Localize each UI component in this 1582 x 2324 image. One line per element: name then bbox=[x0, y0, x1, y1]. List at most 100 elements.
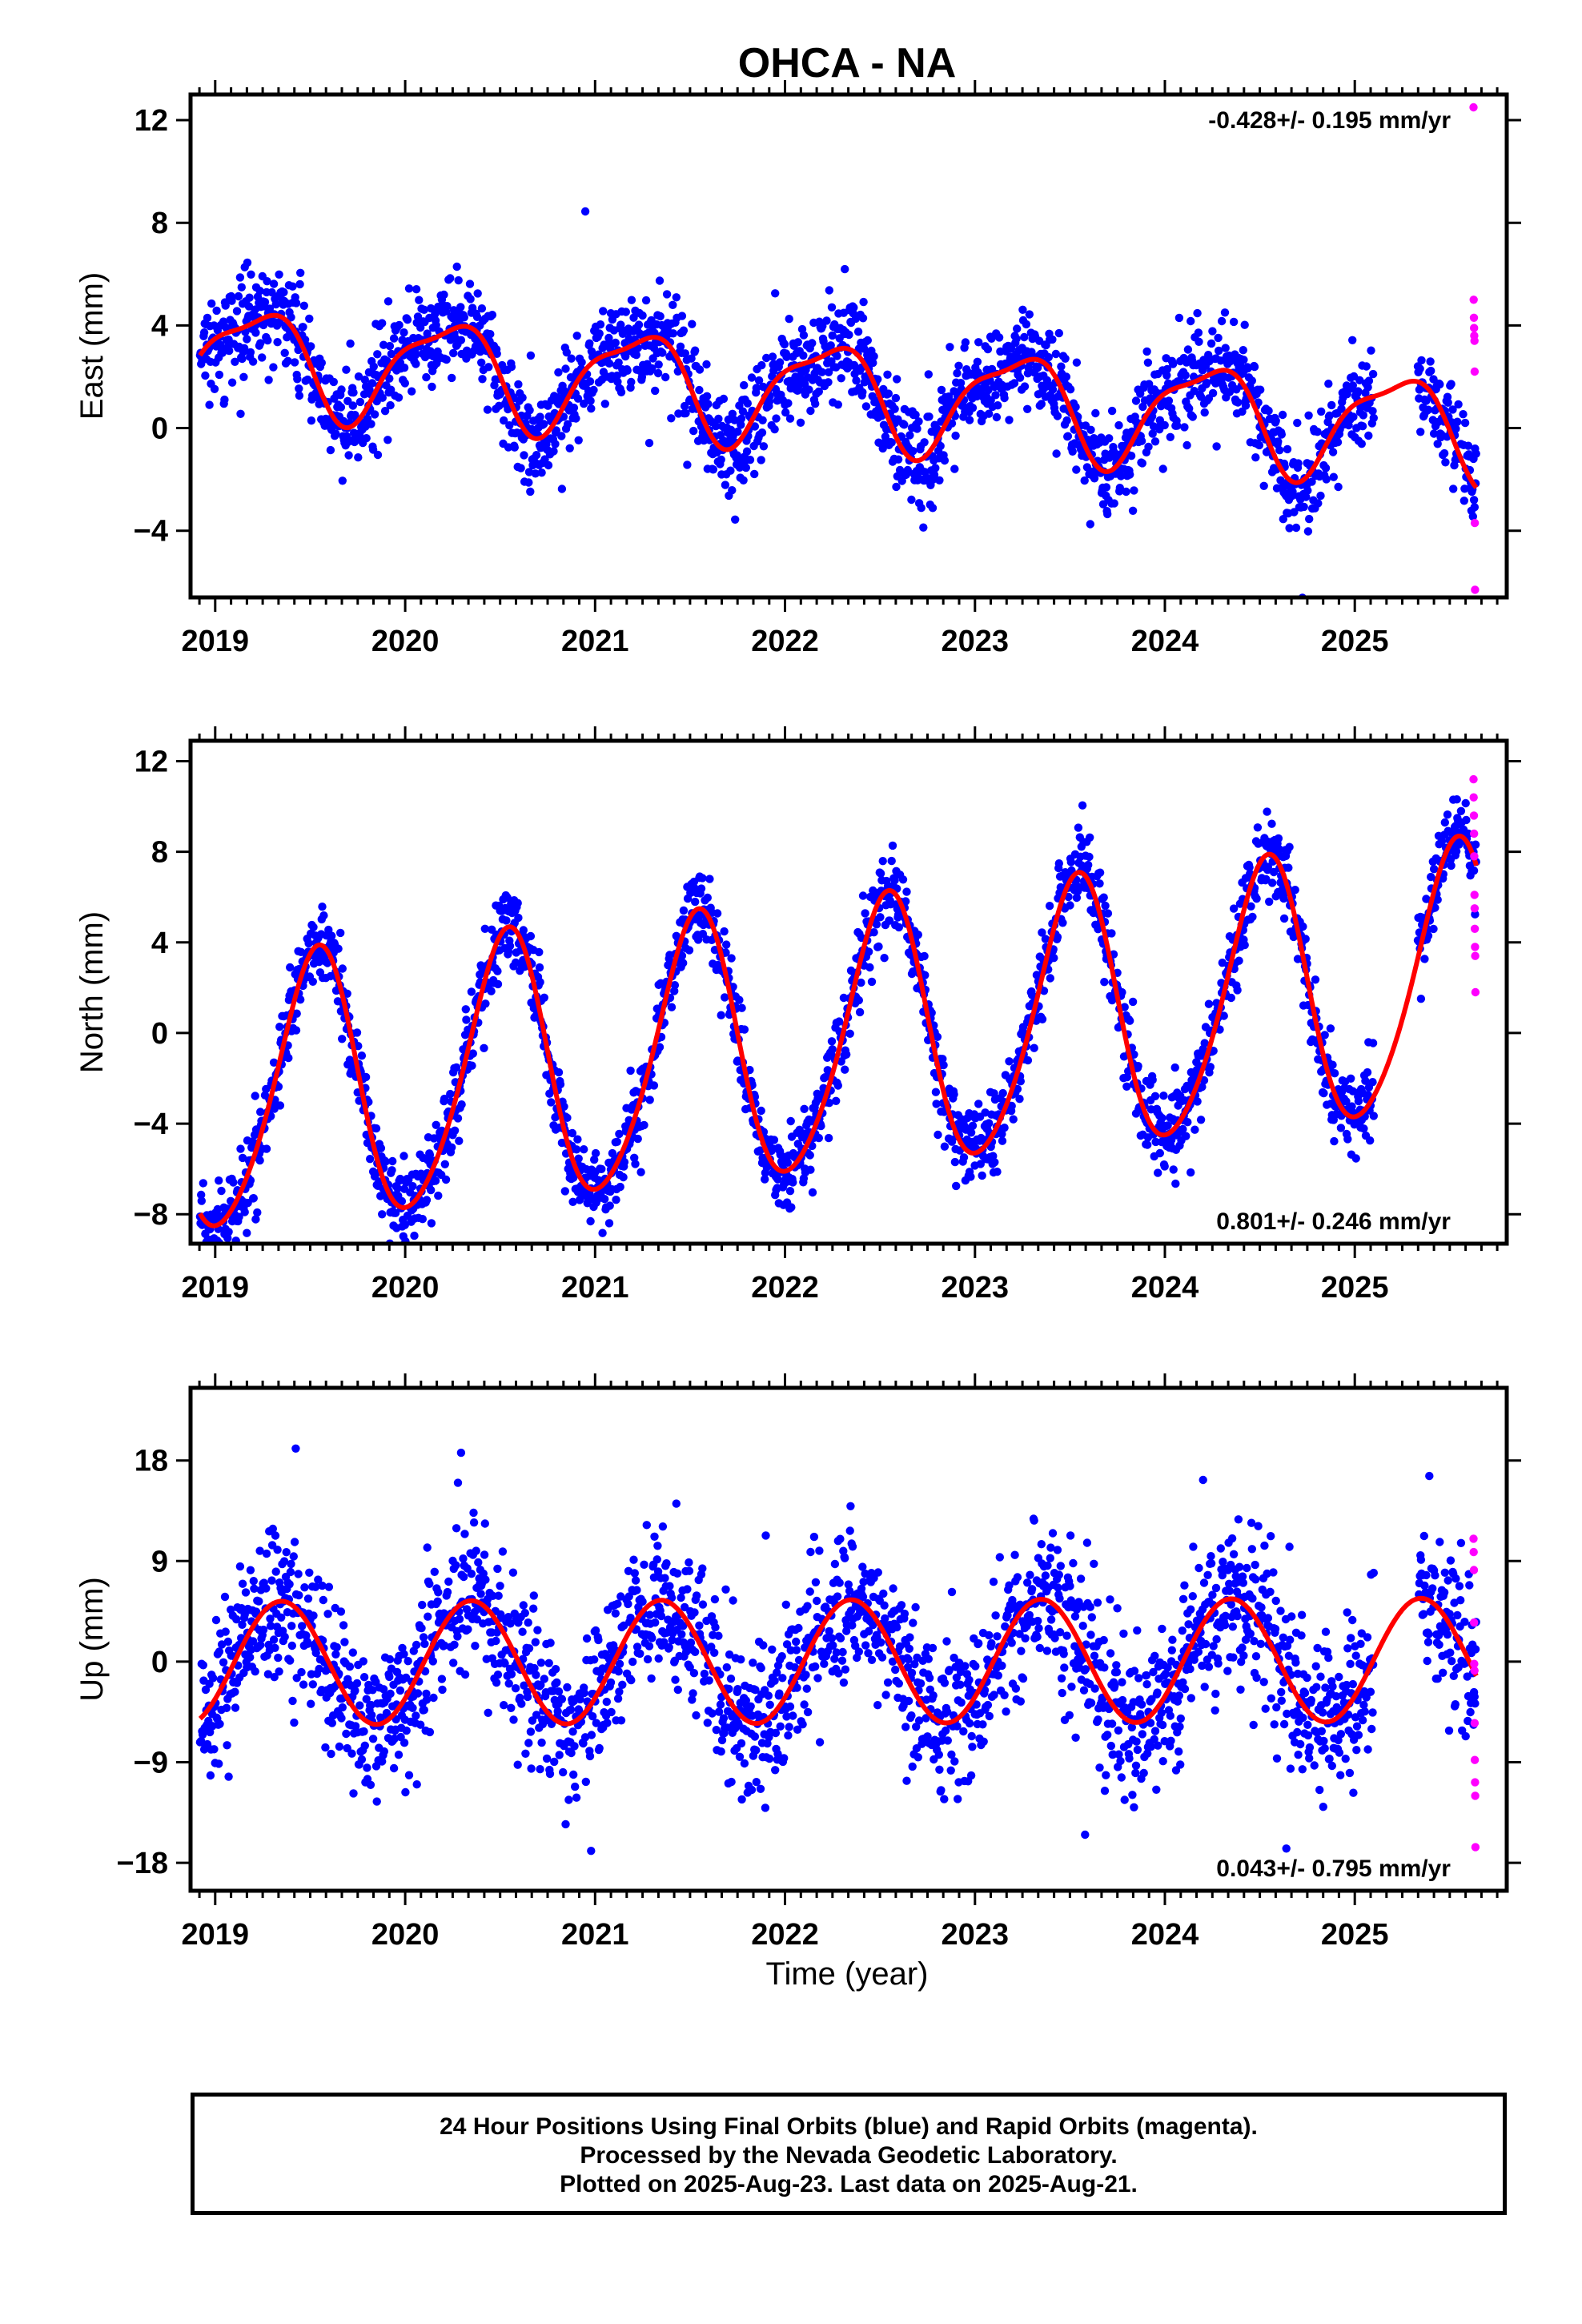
final-orbit-point bbox=[785, 414, 795, 423]
final-orbit-point bbox=[869, 928, 878, 937]
final-orbit-point bbox=[467, 987, 476, 996]
final-orbit-point bbox=[477, 358, 486, 367]
final-orbit-point bbox=[1285, 842, 1294, 851]
final-orbit-point bbox=[827, 1037, 837, 1046]
final-orbit-point bbox=[1368, 1078, 1377, 1087]
final-orbit-point bbox=[769, 1136, 779, 1144]
final-orbit-point bbox=[275, 270, 283, 279]
final-orbit-point bbox=[572, 1145, 581, 1154]
final-orbit-point bbox=[288, 282, 297, 291]
rapid-orbit-point bbox=[1470, 904, 1480, 913]
final-orbit-point bbox=[1359, 1124, 1368, 1133]
final-orbit-point bbox=[246, 348, 255, 357]
x-tick-label: 2023 bbox=[942, 625, 1010, 658]
final-orbit-point bbox=[747, 373, 757, 382]
final-orbit-point bbox=[370, 410, 379, 419]
final-orbit-point bbox=[440, 1160, 449, 1169]
final-orbit-point bbox=[1009, 1115, 1018, 1124]
final-orbit-point bbox=[590, 1155, 599, 1164]
final-orbit-point bbox=[924, 370, 934, 379]
final-orbit-point bbox=[983, 344, 993, 354]
final-orbit-point bbox=[507, 362, 516, 372]
final-orbit-point bbox=[981, 1108, 990, 1117]
final-orbit-point bbox=[1366, 1136, 1375, 1145]
final-orbit-point bbox=[616, 388, 626, 396]
final-orbit-point bbox=[811, 400, 820, 408]
final-orbit-point bbox=[1351, 1154, 1360, 1163]
final-orbit-point bbox=[1357, 440, 1367, 448]
final-orbit-point bbox=[1039, 987, 1049, 995]
final-orbit-point bbox=[449, 348, 458, 358]
final-orbit-point bbox=[411, 351, 420, 360]
final-orbit-point bbox=[275, 1667, 283, 1676]
final-orbit-point bbox=[721, 948, 730, 957]
final-orbit-point bbox=[574, 1154, 583, 1164]
final-orbit-point bbox=[232, 307, 242, 316]
final-orbit-point bbox=[990, 1158, 999, 1167]
x-tick-label: 2024 bbox=[1131, 1271, 1199, 1305]
final-orbit-point bbox=[1293, 418, 1302, 428]
final-orbit-point bbox=[911, 410, 920, 420]
final-orbit-point bbox=[799, 351, 808, 360]
final-orbit-point bbox=[348, 401, 357, 410]
final-orbit-point bbox=[400, 1152, 408, 1160]
final-orbit-point bbox=[244, 302, 254, 311]
final-orbit-point bbox=[262, 1084, 271, 1094]
final-orbit-point bbox=[227, 296, 236, 305]
final-orbit-point bbox=[495, 401, 504, 410]
east-panel: 2019 2020 2021 2022 2023 2024 2025−404812East … bbox=[74, 80, 1521, 658]
final-orbit-point bbox=[1368, 369, 1378, 379]
final-orbit-point bbox=[1275, 845, 1283, 854]
final-orbit-point bbox=[832, 1096, 841, 1106]
final-orbit-point bbox=[1052, 449, 1061, 458]
final-orbit-point bbox=[845, 330, 853, 340]
final-orbit-point bbox=[389, 334, 399, 343]
final-orbit-point bbox=[487, 987, 496, 995]
final-orbit-point bbox=[1038, 1015, 1047, 1024]
final-orbit-point bbox=[1102, 483, 1111, 492]
final-orbit-point bbox=[1276, 476, 1285, 485]
final-orbit-point bbox=[757, 360, 766, 370]
final-orbit-point bbox=[223, 1741, 231, 1750]
final-orbit-point bbox=[1263, 807, 1271, 816]
final-orbit-point bbox=[691, 346, 700, 355]
final-orbit-point bbox=[998, 1129, 1006, 1139]
final-orbit-point bbox=[1251, 453, 1260, 462]
final-orbit-point bbox=[1437, 837, 1447, 846]
final-orbit-point bbox=[1195, 337, 1203, 346]
north-panel: 2019 2020 2021 2022 2023 2024 2025−8−404812Nor… bbox=[74, 726, 1521, 1305]
final-orbit-point bbox=[551, 440, 560, 448]
final-orbit-point bbox=[974, 338, 983, 347]
final-orbit-point bbox=[759, 442, 769, 451]
final-orbit-point bbox=[1359, 411, 1368, 420]
final-orbit-point bbox=[761, 1175, 769, 1184]
final-orbit-point bbox=[291, 1444, 300, 1454]
final-orbit-point bbox=[900, 420, 909, 429]
final-orbit-point bbox=[966, 1128, 976, 1137]
final-orbit-point bbox=[446, 1089, 455, 1099]
final-orbit-point bbox=[951, 431, 960, 440]
final-orbit-point bbox=[717, 1011, 725, 1019]
final-orbit-point bbox=[221, 301, 230, 310]
final-orbit-point bbox=[573, 1135, 582, 1144]
final-orbit-point bbox=[1054, 859, 1064, 868]
final-orbit-point bbox=[1262, 875, 1271, 884]
final-orbit-point bbox=[443, 302, 452, 311]
final-orbit-point bbox=[893, 375, 901, 384]
final-orbit-point bbox=[1159, 1092, 1168, 1100]
final-orbit-point bbox=[560, 1187, 569, 1196]
final-orbit-point bbox=[360, 376, 369, 384]
final-orbit-point bbox=[1053, 412, 1062, 420]
final-orbit-point bbox=[1199, 1076, 1209, 1085]
final-orbit-point bbox=[241, 1588, 251, 1597]
final-orbit-point bbox=[237, 283, 246, 292]
final-orbit-point bbox=[653, 368, 663, 378]
final-orbit-point bbox=[243, 335, 251, 344]
final-orbit-point bbox=[936, 441, 945, 451]
final-orbit-point bbox=[1186, 316, 1195, 326]
final-orbit-point bbox=[676, 342, 685, 351]
final-orbit-point bbox=[243, 1228, 251, 1237]
final-orbit-point bbox=[1417, 356, 1426, 365]
final-orbit-point bbox=[256, 339, 265, 348]
final-orbit-point bbox=[930, 470, 939, 479]
